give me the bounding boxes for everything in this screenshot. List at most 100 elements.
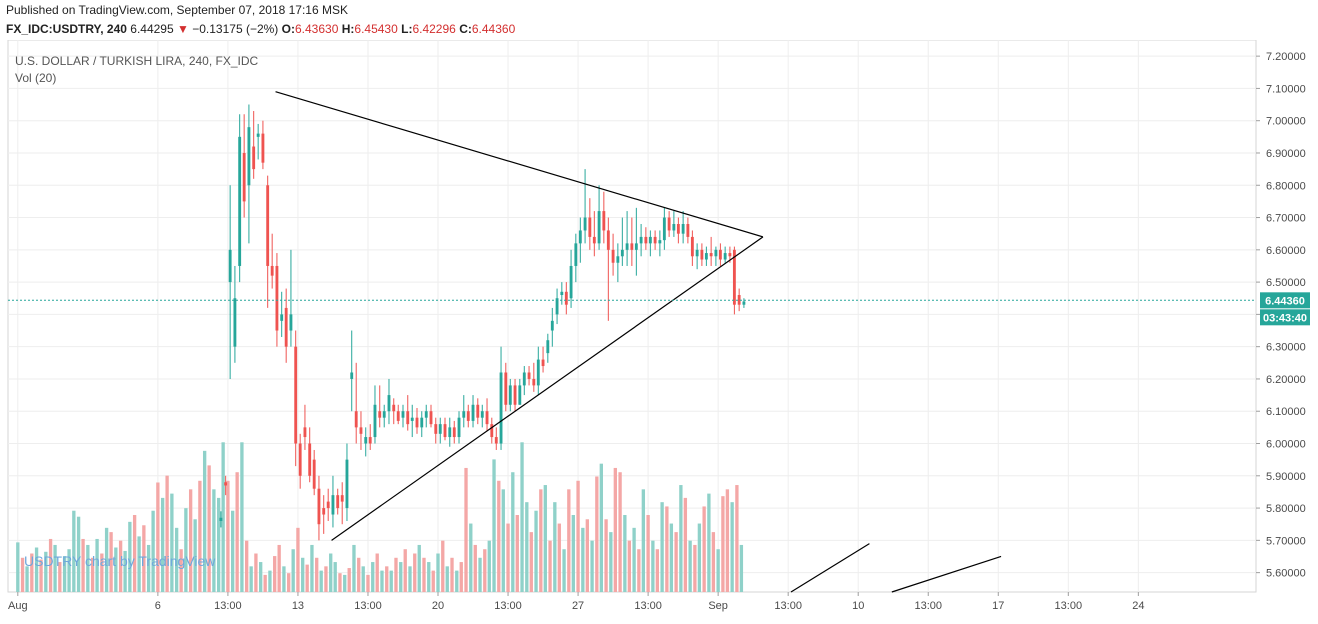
volume-bar: [375, 553, 379, 592]
time-axis[interactable]: Aug 6 13:00 13 13:00 20 13:00 27 13:00 Sep 13:00 10…: [8, 592, 1144, 612]
candle-body: [252, 146, 256, 170]
candle-body: [261, 133, 265, 163]
candle-body: [686, 224, 690, 237]
volume-bar: [417, 544, 421, 592]
candle-body: [508, 385, 512, 405]
price-chart[interactable]: 7.20000 7.10000 7.00000 6.90000 6.80000 6.700…: [0, 40, 1318, 624]
time-tick-label: 10: [852, 600, 864, 612]
volume-bar: [357, 557, 361, 592]
volume-bar: [641, 489, 646, 592]
price-axis[interactable]: 7.20000 7.10000 7.00000 6.90000 6.80000 6.700…: [1256, 51, 1306, 580]
trendline[interactable]: [275, 91, 764, 238]
volume-bar: [623, 515, 627, 592]
volume-bar: [576, 480, 580, 592]
volume-bar: [352, 544, 356, 592]
volume-bar: [90, 557, 95, 592]
candle-body: [723, 253, 727, 260]
volume-bar: [483, 549, 487, 592]
candle-body: [382, 411, 386, 418]
last-price: 6.44295: [130, 22, 174, 36]
volume-bar: [100, 553, 104, 592]
volume-bar: [394, 557, 398, 592]
candle-body: [485, 411, 489, 425]
price-tick-label: 6.70000: [1266, 213, 1306, 225]
candle-body: [718, 249, 722, 260]
candle-body: [340, 495, 344, 502]
trendline[interactable]: [891, 555, 1002, 593]
volume-bar: [581, 527, 585, 592]
candle-body: [373, 404, 377, 438]
candle-body: [630, 243, 634, 250]
volume-bar: [249, 566, 253, 592]
volume-bar: [109, 532, 113, 592]
volume-bar: [329, 553, 333, 592]
volume-bar: [202, 450, 207, 592]
volume-bar: [165, 475, 169, 592]
candle-body: [448, 427, 452, 438]
candle-body: [564, 291, 568, 305]
candle-body: [303, 427, 307, 438]
candle-body: [308, 443, 312, 476]
candle-body: [737, 295, 741, 305]
volume-bar: [464, 467, 468, 592]
volume-bar: [25, 566, 29, 592]
volume-bar: [408, 566, 412, 592]
volume-bar: [413, 553, 417, 592]
candle-body: [518, 385, 522, 405]
candle-body: [522, 372, 526, 386]
volume-bar: [548, 540, 552, 592]
down-arrow-icon: ▼: [177, 22, 189, 36]
price-tick-label: 5.70000: [1266, 535, 1306, 547]
candle-body: [527, 372, 531, 379]
volume-bar: [137, 536, 141, 592]
volume-bar: [301, 557, 305, 592]
volume-bar: [72, 510, 76, 592]
volume-bar: [725, 489, 730, 592]
candle-body: [331, 495, 335, 515]
candle-body: [709, 253, 713, 257]
volume-bar: [646, 515, 650, 592]
candle-body: [312, 459, 316, 489]
volume-bar: [660, 502, 664, 592]
candle-body: [639, 236, 643, 244]
volume-bar: [730, 502, 734, 592]
volume-bar: [193, 519, 197, 592]
candle-body: [588, 217, 592, 237]
volume-bar: [30, 553, 34, 592]
plot-area[interactable]: [7, 40, 1257, 593]
volume-bar: [231, 510, 235, 592]
volume-bar: [282, 566, 286, 592]
volume-bar: [174, 527, 179, 592]
volume-bar: [212, 489, 216, 592]
low-value: 6.42296: [412, 22, 456, 36]
candle-body: [490, 424, 494, 438]
volume-bar: [441, 540, 445, 592]
candle-body: [452, 427, 456, 438]
volume-bar: [44, 551, 48, 592]
trendline[interactable]: [790, 543, 870, 593]
time-tick-label: 6: [155, 600, 161, 612]
trendline[interactable]: [331, 236, 764, 541]
volume-bar: [459, 562, 463, 592]
volume-bar: [427, 562, 431, 592]
volume-bar: [81, 538, 85, 592]
volume-bar: [697, 523, 702, 592]
volume-bar: [235, 472, 239, 592]
candle-body: [672, 224, 676, 231]
volume-bar: [151, 510, 155, 592]
volume-bar: [669, 523, 674, 592]
symbol-label[interactable]: FX_IDC:USDTRY, 240: [6, 22, 127, 36]
volume-bar: [627, 540, 632, 592]
candle-body: [681, 224, 685, 234]
candle-body: [233, 298, 237, 347]
volume-bar: [128, 521, 132, 592]
volume-bar: [735, 485, 739, 592]
candle-body: [354, 411, 358, 428]
volume-bar: [529, 532, 533, 592]
volume-bar: [146, 544, 151, 592]
candle-body: [247, 127, 251, 186]
trendlines[interactable]: [275, 91, 1002, 593]
candle-body: [224, 482, 228, 486]
candle-body: [462, 411, 466, 418]
candle-body: [364, 437, 368, 444]
